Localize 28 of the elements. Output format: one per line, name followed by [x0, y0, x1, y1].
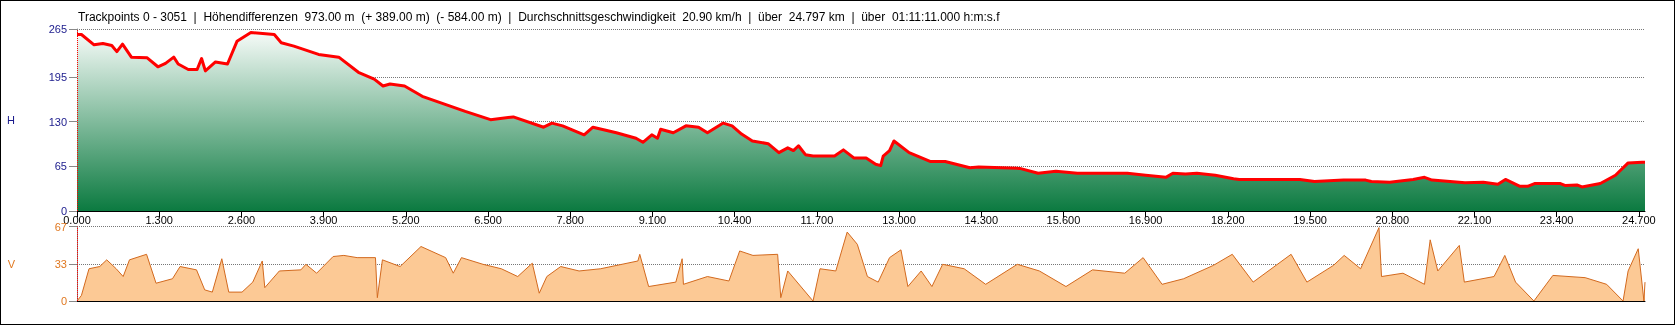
x-tick-label: 14.300 [964, 213, 999, 226]
y-tick-label: 65 [54, 160, 67, 173]
x-tick-label: 15.600 [1046, 213, 1081, 226]
x-tick-label: 16.900 [1128, 213, 1163, 226]
x-tick-label: 13.000 [882, 213, 916, 226]
y-axis-title: H [7, 114, 16, 126]
y-tick-label: 195 [48, 71, 67, 84]
x-tick-label: 24.700 [1622, 213, 1656, 226]
x-tick-label: 5.200 [392, 213, 420, 226]
x-tick-label: 9.100 [638, 213, 667, 226]
x-tick-label: 19.500 [1293, 213, 1327, 226]
y-tick-label: 33 [54, 258, 67, 271]
y-tick-label: 0 [60, 295, 67, 307]
y-tick-label: 265 [48, 23, 67, 35]
x-tick-label: 22.100 [1457, 213, 1492, 226]
y-axis-title: V [7, 257, 16, 270]
x-tick-label: 2.600 [227, 213, 256, 226]
x-tick-label: 10.400 [717, 213, 752, 226]
chart-title: Trackpoints 0 - 3051 | Höhendifferenzen 973.00 m (+ 389.00 m) (- 584.00 m) | Durchschnittsgeschwindigkeit 20.90 km/h | über 24.797 km | über 01:11:11.000 h:m:s.f [78, 10, 1001, 24]
x-tick-label: 20.800 [1375, 213, 1410, 226]
x-tick-label: 23.400 [1539, 213, 1574, 226]
x-tick-label: 7.800 [556, 213, 584, 226]
x-tick-label: 11.700 [800, 213, 834, 226]
x-tick-label: 3.900 [309, 213, 338, 226]
x-tick-label: 18.200 [1211, 213, 1245, 226]
x-tick-label: 6.500 [474, 213, 502, 226]
x-tick-label: 1.300 [145, 213, 173, 226]
y-tick-label: 130 [48, 115, 67, 128]
